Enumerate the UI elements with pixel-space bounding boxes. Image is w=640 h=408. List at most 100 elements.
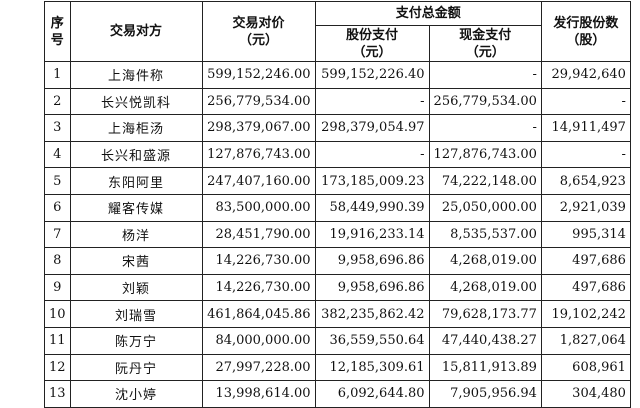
row-seq-cell: 1 [44,61,71,89]
row-shares-issued-cell: 304,480 [540,380,631,408]
row-share-payment-cell: 36,559,550.64 [314,326,430,355]
row-cash-payment-cell: 15,811,913.89 [428,353,542,382]
row-counterparty-cell: 长兴悦凯科 [69,87,203,116]
row-shares-issued-cell: 19,102,242 [540,300,631,328]
header-share-payment: 股份支付 （元） [314,25,430,62]
row-shares-issued-cell: 497,686 [540,273,631,302]
row-seq-cell: 5 [44,167,71,195]
table-row: 13 沈小婷 13,998,614.00 6,092,644.80 7,905,956.… [44,380,631,408]
row-shares-issued-cell: - [540,140,631,169]
row-shares-issued-cell: 8,654,923 [540,167,631,195]
row-share-payment-cell: 12,185,309.61 [314,353,430,382]
row-share-payment-cell: 298,379,054.97 [314,114,430,142]
row-shares-issued-cell: - [540,87,631,116]
row-cash-payment-cell: 256,779,534.00 [428,87,542,116]
row-counterparty-cell: 东阳阿里 [69,167,203,195]
row-price-cell: 127,876,743.00 [201,140,316,169]
row-seq-cell: 13 [44,380,71,408]
table-row: 9 刘颖 14,226,730.00 9,958,696.86 4,268,019.00… [44,273,631,302]
row-cash-payment-cell: 79,628,173.77 [428,300,542,328]
table-row: 7 杨洋 28,451,790.00 19,916,233.14 8,535,537.0… [44,220,631,249]
header-shares-issued: 发行股份数 （股） [540,1,631,62]
row-share-payment-cell: 382,235,862.42 [314,300,430,328]
table-row: 3 上海柜汤 298,379,067.00 298,379,054.97-14,911… [44,114,631,142]
row-seq-cell: 9 [44,273,71,302]
row-shares-issued-cell: 14,911,497 [540,114,631,142]
row-seq-cell: 4 [44,140,71,169]
row-seq-cell: 12 [44,353,71,382]
row-seq-cell: 11 [44,326,71,355]
row-seq-cell: 2 [44,87,71,116]
header-seq: 序 号 [44,1,71,62]
row-price-cell: 28,451,790.00 [201,220,316,249]
row-counterparty-cell: 刘瑞雪 [69,300,203,328]
row-price-cell: 14,226,730.00 [201,247,316,275]
row-price-cell: 599,152,246.00 [201,61,316,89]
row-cash-payment-cell: - [428,61,542,89]
row-cash-payment-cell: 74,222,148.00 [428,167,542,195]
table-row: 1 上海件称 599,152,246.00 599,152,226.40-29,942… [44,61,631,89]
row-shares-issued-cell: 2,921,039 [540,193,631,222]
row-shares-issued-cell: 995,314 [540,220,631,249]
row-cash-payment-cell: 4,268,019.00 [428,273,542,302]
row-price-cell: 256,779,534.00 [201,87,316,116]
header-counterparty: 交易对方 [69,1,203,62]
row-seq-cell: 8 [44,247,71,275]
table-row: 2 长兴悦凯科 256,779,534.00-256,779,534.00- [44,87,631,116]
row-price-cell: 27,997,228.00 [201,353,316,382]
transaction-table-container: 序 号 交易对方 交易对价 （元） 支付总金额 发行股份数 （股） 股份支付 （… [44,1,631,408]
row-cash-payment-cell: 25,050,000.00 [428,193,542,222]
transaction-table: 序 号 交易对方 交易对价 （元） 支付总金额 发行股份数 （股） 股份支付 （… [44,1,631,408]
row-share-payment-cell: - [314,87,430,116]
table-row: 11 陈万宁 84,000,000.00 36,559,550.64 47,440,43… [44,326,631,355]
row-counterparty-cell: 上海件称 [69,61,203,89]
row-cash-payment-cell: 8,535,537.00 [428,220,542,249]
row-counterparty-cell: 长兴和盛源 [69,140,203,169]
row-cash-payment-cell: - [428,114,542,142]
row-shares-issued-cell: 608,961 [540,353,631,382]
row-seq-cell: 7 [44,220,71,249]
row-price-cell: 247,407,160.00 [201,167,316,195]
row-share-payment-cell: 9,958,696.86 [314,247,430,275]
table-row: 6 耀客传媒 83,500,000.00 58,449,990.39 25,050,00… [44,193,631,222]
row-cash-payment-cell: 7,905,956.94 [428,380,542,408]
row-share-payment-cell: 173,185,009.23 [314,167,430,195]
row-cash-payment-cell: 127,876,743.00 [428,140,542,169]
header-price: 交易对价 （元） [201,1,316,62]
row-seq-cell: 10 [44,300,71,328]
row-shares-issued-cell: 497,686 [540,247,631,275]
row-seq-cell: 6 [44,193,71,222]
row-counterparty-cell: 宋茜 [69,247,203,275]
row-price-cell: 84,000,000.00 [201,326,316,355]
row-cash-payment-cell: 4,268,019.00 [428,247,542,275]
row-counterparty-cell: 沈小婷 [69,380,203,408]
row-share-payment-cell: 19,916,233.14 [314,220,430,249]
table-row: 8 宋茜 14,226,730.00 9,958,696.86 4,268,019.00… [44,247,631,275]
table-row: 12 阮丹宁 27,997,228.00 12,185,309.61 15,811,91… [44,353,631,382]
table-row: 10 刘瑞雪 461,864,045.86 382,235,862.42 79,628,… [44,300,631,328]
row-shares-issued-cell: 29,942,640 [540,61,631,89]
row-counterparty-cell: 耀客传媒 [69,193,203,222]
row-share-payment-cell: 9,958,696.86 [314,273,430,302]
row-share-payment-cell: 58,449,990.39 [314,193,430,222]
row-price-cell: 14,226,730.00 [201,273,316,302]
row-shares-issued-cell: 1,827,064 [540,326,631,355]
table-row: 4 长兴和盛源 127,876,743.00-127,876,743.00- [44,140,631,169]
row-counterparty-cell: 陈万宁 [69,326,203,355]
header-cash-payment: 现金支付 （元） [428,25,542,62]
row-share-payment-cell: - [314,140,430,169]
row-counterparty-cell: 刘颖 [69,273,203,302]
row-price-cell: 298,379,067.00 [201,114,316,142]
row-cash-payment-cell: 47,440,438.27 [428,326,542,355]
row-counterparty-cell: 杨洋 [69,220,203,249]
table-row: 5 东阳阿里 247,407,160.00 173,185,009.23 74,222,… [44,167,631,195]
row-counterparty-cell: 阮丹宁 [69,353,203,382]
table-body: 1 上海件称 599,152,246.00 599,152,226.40-29,942… [44,61,631,408]
row-counterparty-cell: 上海柜汤 [69,114,203,142]
row-seq-cell: 3 [44,114,71,142]
row-share-payment-cell: 599,152,226.40 [314,61,430,89]
row-price-cell: 461,864,045.86 [201,300,316,328]
row-share-payment-cell: 6,092,644.80 [314,380,430,408]
header-payment-total: 支付总金额 [314,1,542,26]
row-price-cell: 13,998,614.00 [201,380,316,408]
